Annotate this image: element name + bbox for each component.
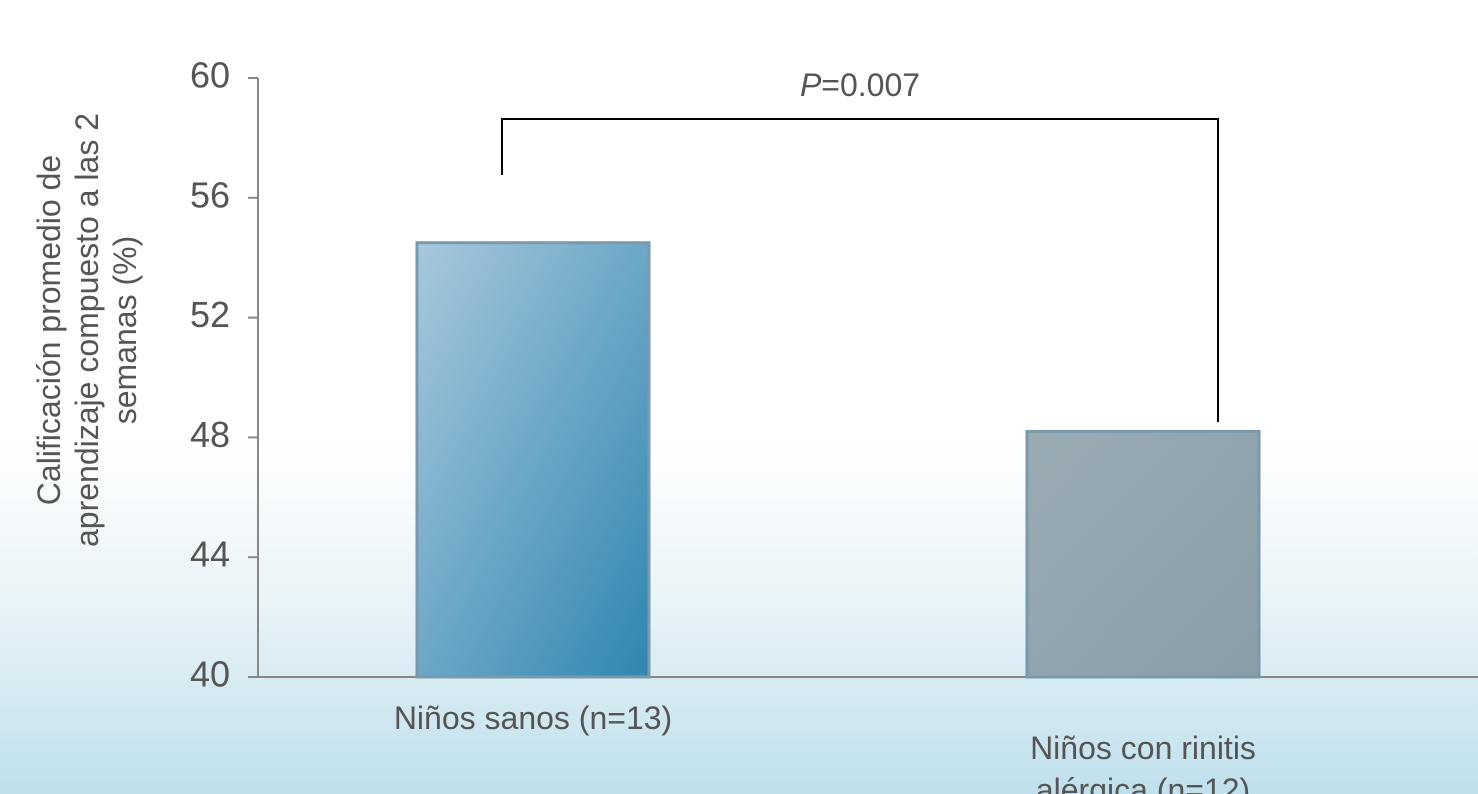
y-label-line: aprendizaje compuesto a las 2 — [69, 113, 105, 547]
y-tick-label: 60 — [190, 55, 230, 96]
y-tick-label: 52 — [190, 294, 230, 335]
y-tick-label: 56 — [190, 174, 230, 215]
p-value: P=0.007 — [800, 67, 920, 103]
bar — [415, 241, 651, 679]
p-symbol: P — [800, 67, 822, 103]
p-rest: =0.007 — [821, 67, 920, 103]
bar — [1025, 429, 1261, 679]
y-tick-label: 40 — [190, 654, 230, 695]
x-tick-label: Niños sanos (n=13) — [393, 700, 673, 736]
x-tick-label: Niños con rinitis alérgica (n=12) — [1030, 730, 1256, 794]
y-tick-label: 48 — [190, 414, 230, 455]
significance-bracket — [501, 118, 1219, 422]
y-axis-label: Calificación promedio deaprendizaje comp… — [31, 113, 143, 547]
y-tick-label: 44 — [190, 534, 230, 575]
y-label-line: Calificación promedio de — [31, 155, 67, 505]
y-label-line: semanas (%) — [107, 236, 143, 425]
